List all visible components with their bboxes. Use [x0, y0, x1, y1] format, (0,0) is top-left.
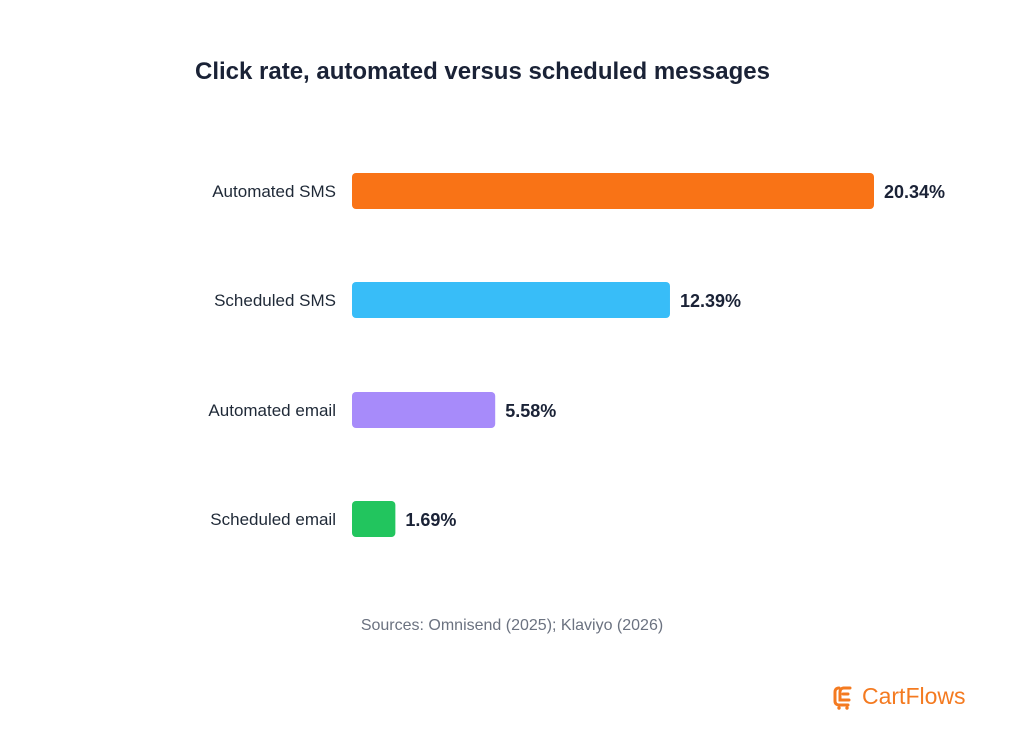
source-note: Sources: Omnisend (2025); Klaviyo (2026)	[360, 617, 664, 634]
category-label: Scheduled email	[210, 510, 336, 529]
bar	[352, 501, 396, 537]
cartflows-logo-icon	[833, 686, 852, 710]
bar	[352, 173, 874, 209]
bar	[352, 392, 496, 428]
brand-name: CartFlows	[862, 683, 966, 709]
brand-logo: CartFlows	[830, 683, 966, 710]
bar	[352, 282, 670, 318]
value-label: 20.34%	[884, 182, 945, 202]
bar-chart: Automated SMS 20.34% Scheduled SMS 12.39% Au…	[208, 173, 945, 537]
value-label: 1.69%	[405, 510, 456, 530]
value-label: 5.58%	[505, 401, 556, 421]
chart-title: Click rate, automated versus scheduled m…	[195, 58, 770, 85]
category-label: Automated email	[208, 401, 336, 420]
category-label: Automated SMS	[212, 182, 336, 201]
value-label: 12.39%	[680, 291, 741, 311]
category-label: Scheduled SMS	[214, 291, 336, 310]
